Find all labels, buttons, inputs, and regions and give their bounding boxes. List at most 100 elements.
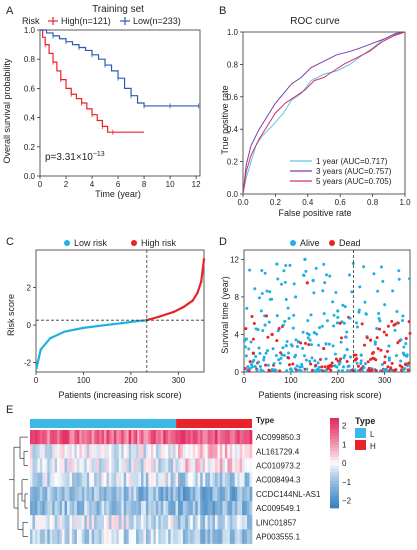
color-scale-step [330,421,339,425]
heat-cell [74,529,78,544]
type-bar-low [30,419,177,428]
alive-point [393,328,397,332]
y-tick-label: 0.2 [227,158,239,167]
risk-point [172,310,175,314]
dead-point [275,339,279,343]
heat-cell [163,529,166,544]
risk-point [120,322,123,325]
heat-cell [229,430,233,445]
heat-cell [111,501,115,516]
heat-cell [153,444,157,459]
heat-cell [47,515,51,530]
heat-cell [104,529,107,544]
alive-point [304,358,308,362]
panel-c-legend-high: High risk [141,238,177,248]
heat-cell [185,529,189,544]
heat-cell [111,529,115,544]
heat-cell [217,472,221,488]
heat-cell [44,458,48,473]
alive-point [348,316,352,320]
heat-cell [79,472,83,488]
heat-cell [187,458,191,473]
y-tick-label: 0.8 [24,55,36,64]
dead-point [404,337,408,341]
heat-cell [205,515,208,530]
alive-point [358,285,362,289]
alive-point [376,289,380,293]
dead-point [386,365,390,369]
heat-cell [200,444,203,459]
alive-point [338,360,342,364]
alive-point [252,358,256,362]
heat-cell [49,472,53,488]
heat-cell [141,501,144,516]
heat-cell [91,430,95,445]
x-tick-label: 0 [242,376,247,385]
heat-cell [180,501,184,516]
alive-point [281,323,285,327]
risk-point [158,315,161,318]
heat-cell [86,529,90,544]
heat-cell [37,486,41,502]
dead-point [390,361,394,365]
dead-point [383,355,387,359]
heat-cell [81,529,85,544]
x-tick-label: 300 [378,376,392,385]
heat-cell [192,486,196,502]
heat-cell [182,486,186,502]
heat-cell [242,515,245,530]
alive-point [391,289,395,293]
heat-cell [121,529,125,544]
heat-cell [79,430,83,445]
heat-cell [133,529,137,544]
heat-cell [81,486,85,502]
alive-point [323,281,327,285]
heat-cell [128,486,132,502]
dead-point [383,361,387,365]
heat-cell [244,515,248,530]
heat-cell [229,458,233,473]
x-tick-label: 100 [284,376,298,385]
heat-cell [71,458,75,473]
heat-cell [49,501,53,516]
heat-cell [232,444,236,459]
heat-cell [59,515,63,530]
heat-cell [116,515,120,530]
heat-cell [133,430,137,445]
heat-cell [178,444,181,459]
heat-cell [113,501,117,516]
heat-cell [148,515,152,530]
alive-point [344,335,348,339]
alive-point [314,266,318,270]
heat-cell [64,458,68,473]
heat-cell [173,501,176,516]
heat-cell [108,515,112,530]
heat-cell [249,458,253,473]
panel-e: E Type AC099850.3AL161729.4AC010973.2AC0… [6,404,376,544]
heat-cell [222,501,226,516]
alive-point [281,346,285,350]
y-tick-label: 2 [27,284,32,293]
alive-point [332,313,336,317]
heat-cell [141,529,144,544]
heat-cell [141,430,144,445]
heat-cell [165,472,169,488]
alive-point [387,358,391,362]
heat-cell [182,430,186,445]
color-scale-step [330,469,339,473]
risk-point [199,280,203,284]
heat-cell [111,458,115,473]
heat-cell [197,458,201,473]
heat-cell [32,458,36,473]
heat-cell [47,430,51,445]
alive-point [244,337,248,341]
heat-cell [138,430,142,445]
roc-plot: 0.0 0.2 0.4 0.6 0.8 1.0 0.0 0.2 0.4 0.6 0.8 1.0 [227,28,411,207]
heat-cell [71,515,75,530]
alive-point [347,364,351,368]
heat-cell [126,486,129,502]
heat-cell [49,444,53,459]
heat-cell [133,444,137,459]
heat-cell [165,486,169,502]
alive-point [263,323,267,327]
